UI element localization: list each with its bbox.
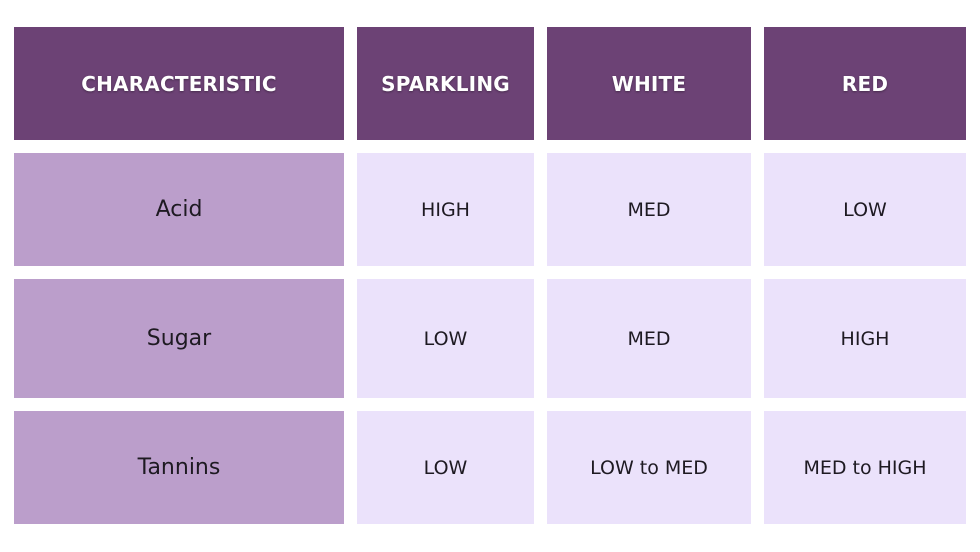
cell-sugar-white: MED — [547, 279, 751, 398]
cell-tannins-red: MED to HIGH — [764, 411, 966, 524]
header-characteristic: CHARACTERISTIC — [14, 27, 344, 140]
cell-acid-sparkling: HIGH — [357, 153, 534, 266]
cell-sugar-red: HIGH — [764, 279, 966, 398]
row-label-sugar: Sugar — [14, 279, 344, 398]
row-label-acid: Acid — [14, 153, 344, 266]
cell-tannins-white: LOW to MED — [547, 411, 751, 524]
cell-acid-red: LOW — [764, 153, 966, 266]
cell-sugar-sparkling: LOW — [357, 279, 534, 398]
header-red: RED — [764, 27, 966, 140]
header-white: WHITE — [547, 27, 751, 140]
cell-tannins-sparkling: LOW — [357, 411, 534, 524]
row-label-tannins: Tannins — [14, 411, 344, 524]
header-sparkling: SPARKLING — [357, 27, 534, 140]
cell-acid-white: MED — [547, 153, 751, 266]
